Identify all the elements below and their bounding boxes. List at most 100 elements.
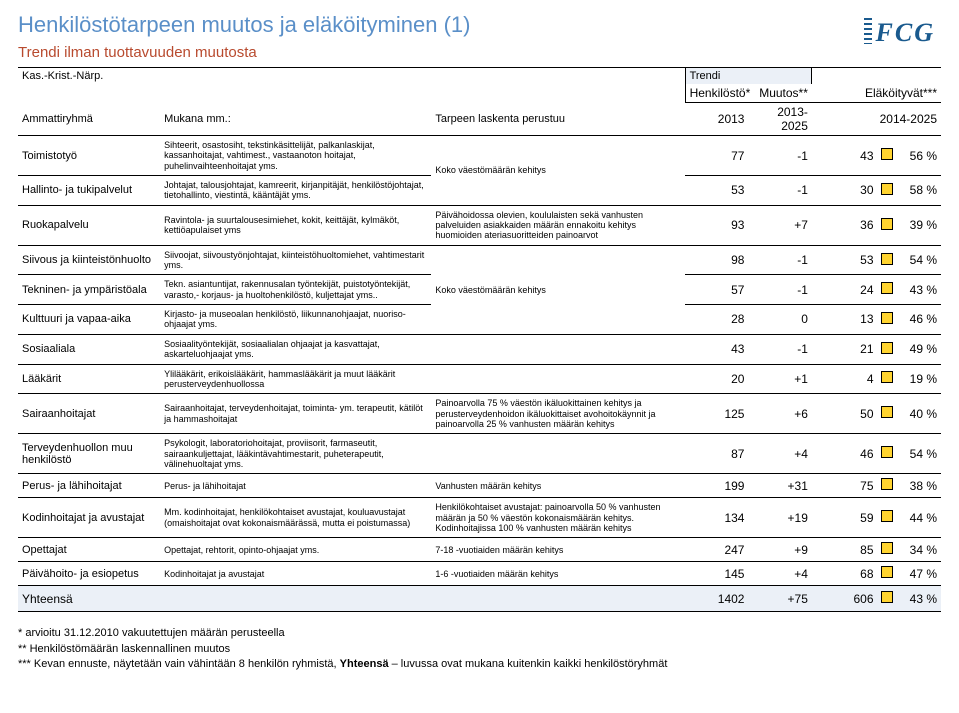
row-v2: -1 [748,334,811,364]
col-henkilosto: Henkilöstö* [685,84,748,103]
row-basis: Koko väestömäärän kehitys [431,136,685,206]
col-tarpeen: Tarpeen laskenta perustuu [431,103,685,136]
row-v2: -1 [748,245,811,275]
row-v2: +4 [748,434,811,474]
row-basis: 7-18 -vuotiaiden määrän kehitys [431,538,685,562]
col-elakoityvat: Eläköityvät*** [812,84,941,103]
row-basis: Henkilökohtaiset avustajat: painoarvolla… [431,498,685,538]
row-pct: 40 % [897,394,941,434]
row-name: Tekninen- ja ympäristöala [18,275,160,305]
row-v3: 30 [812,176,878,206]
table-row: OpettajatOpettajat, rehtorit, opinto-ohj… [18,538,941,562]
row-v1: 28 [685,305,748,335]
row-pct: 43 % [897,275,941,305]
footnote-3: *** Kevan ennuste, näytetään vain vähint… [18,657,941,672]
row-desc: Tekn. asiantuntijat, rakennusalan työnte… [160,275,431,305]
total-v2: +75 [748,586,811,612]
row-box [878,394,898,434]
table-row: Päivähoito- ja esiopetusKodinhoitajat ja… [18,562,941,586]
col-2013-2025: 2013-2025 [748,103,811,136]
row-name: Perus- ja lähihoitajat [18,474,160,498]
row-desc: Siivoojat, siivoustyönjohtajat, kiinteis… [160,245,431,275]
row-v1: 20 [685,364,748,394]
row-name: Kodinhoitajat ja avustajat [18,498,160,538]
staff-table: Kas.-Krist.-Närp. Trendi Henkilöstö* Muu… [18,67,941,612]
row-basis: Painoarvolla 75 % väestön ikäluokittaine… [431,394,685,434]
row-desc: Johtajat, talousjohtajat, kamreerit, kir… [160,176,431,206]
row-box [878,474,898,498]
row-basis [431,434,685,474]
row-box [878,334,898,364]
row-pct: 19 % [897,364,941,394]
row-v3: 43 [812,136,878,176]
row-v2: +4 [748,562,811,586]
row-v3: 68 [812,562,878,586]
total-label: Yhteensä [18,586,160,612]
table-row: Siivous ja kiinteistönhuoltoSiivoojat, s… [18,245,941,275]
row-v1: 43 [685,334,748,364]
row-v2: -1 [748,136,811,176]
page-subtitle: Trendi ilman tuottavuuden muutosta [18,44,941,61]
row-v1: 87 [685,434,748,474]
row-box [878,498,898,538]
row-pct: 56 % [897,136,941,176]
row-desc: Kodinhoitajat ja avustajat [160,562,431,586]
total-pct: 43 % [897,586,941,612]
row-pct: 34 % [897,538,941,562]
row-v3: 85 [812,538,878,562]
table-row: RuokapalveluRavintola- ja suurtalousesim… [18,205,941,245]
row-pct: 44 % [897,498,941,538]
table-row: LääkäritYlilääkärit, erikoislääkärit, ha… [18,364,941,394]
row-pct: 46 % [897,305,941,335]
row-v1: 145 [685,562,748,586]
row-pct: 58 % [897,176,941,206]
row-v1: 125 [685,394,748,434]
row-name: Lääkärit [18,364,160,394]
table-row: SosiaalialaSosiaalityöntekijät, sosiaali… [18,334,941,364]
total-box [878,586,898,612]
row-v1: 53 [685,176,748,206]
row-name: Hallinto- ja tukipalvelut [18,176,160,206]
row-basis: Päivähoidossa olevien, koululaisten sekä… [431,205,685,245]
row-v2: -1 [748,275,811,305]
total-v3: 606 [812,586,878,612]
row-v1: 134 [685,498,748,538]
row-name: Siivous ja kiinteistönhuolto [18,245,160,275]
row-box [878,364,898,394]
row-v2: +9 [748,538,811,562]
row-v2: 0 [748,305,811,335]
total-v1: 1402 [685,586,748,612]
row-desc: Mm. kodinhoitajat, henkilökohtaiset avus… [160,498,431,538]
row-v2: +19 [748,498,811,538]
footnote-1: * arvioitu 31.12.2010 vakuutettujen määr… [18,626,941,641]
col-mukana: Mukana mm.: [160,103,431,136]
row-name: Päivähoito- ja esiopetus [18,562,160,586]
row-basis [431,334,685,364]
row-pct: 49 % [897,334,941,364]
row-v2: +7 [748,205,811,245]
row-v3: 59 [812,498,878,538]
row-desc: Psykologit, laboratoriohoitajat, proviis… [160,434,431,474]
row-basis: Vanhusten määrän kehitys [431,474,685,498]
row-box [878,305,898,335]
row-v3: 50 [812,394,878,434]
row-name: Toimistotyö [18,136,160,176]
row-v3: 21 [812,334,878,364]
row-basis: 1-6 -vuotiaiden määrän kehitys [431,562,685,586]
row-basis [431,364,685,394]
row-v3: 36 [812,205,878,245]
row-pct: 39 % [897,205,941,245]
row-v1: 93 [685,205,748,245]
row-v2: +1 [748,364,811,394]
row-pct: 47 % [897,562,941,586]
row-box [878,136,898,176]
row-v2: +31 [748,474,811,498]
table-row: Perus- ja lähihoitajatPerus- ja lähihoit… [18,474,941,498]
row-desc: Perus- ja lähihoitajat [160,474,431,498]
row-v3: 75 [812,474,878,498]
kas-label: Kas.-Krist.-Närp. [18,68,160,85]
col-ammattiryhma: Ammattiryhmä [18,103,160,136]
row-v3: 4 [812,364,878,394]
row-box [878,434,898,474]
row-v1: 77 [685,136,748,176]
